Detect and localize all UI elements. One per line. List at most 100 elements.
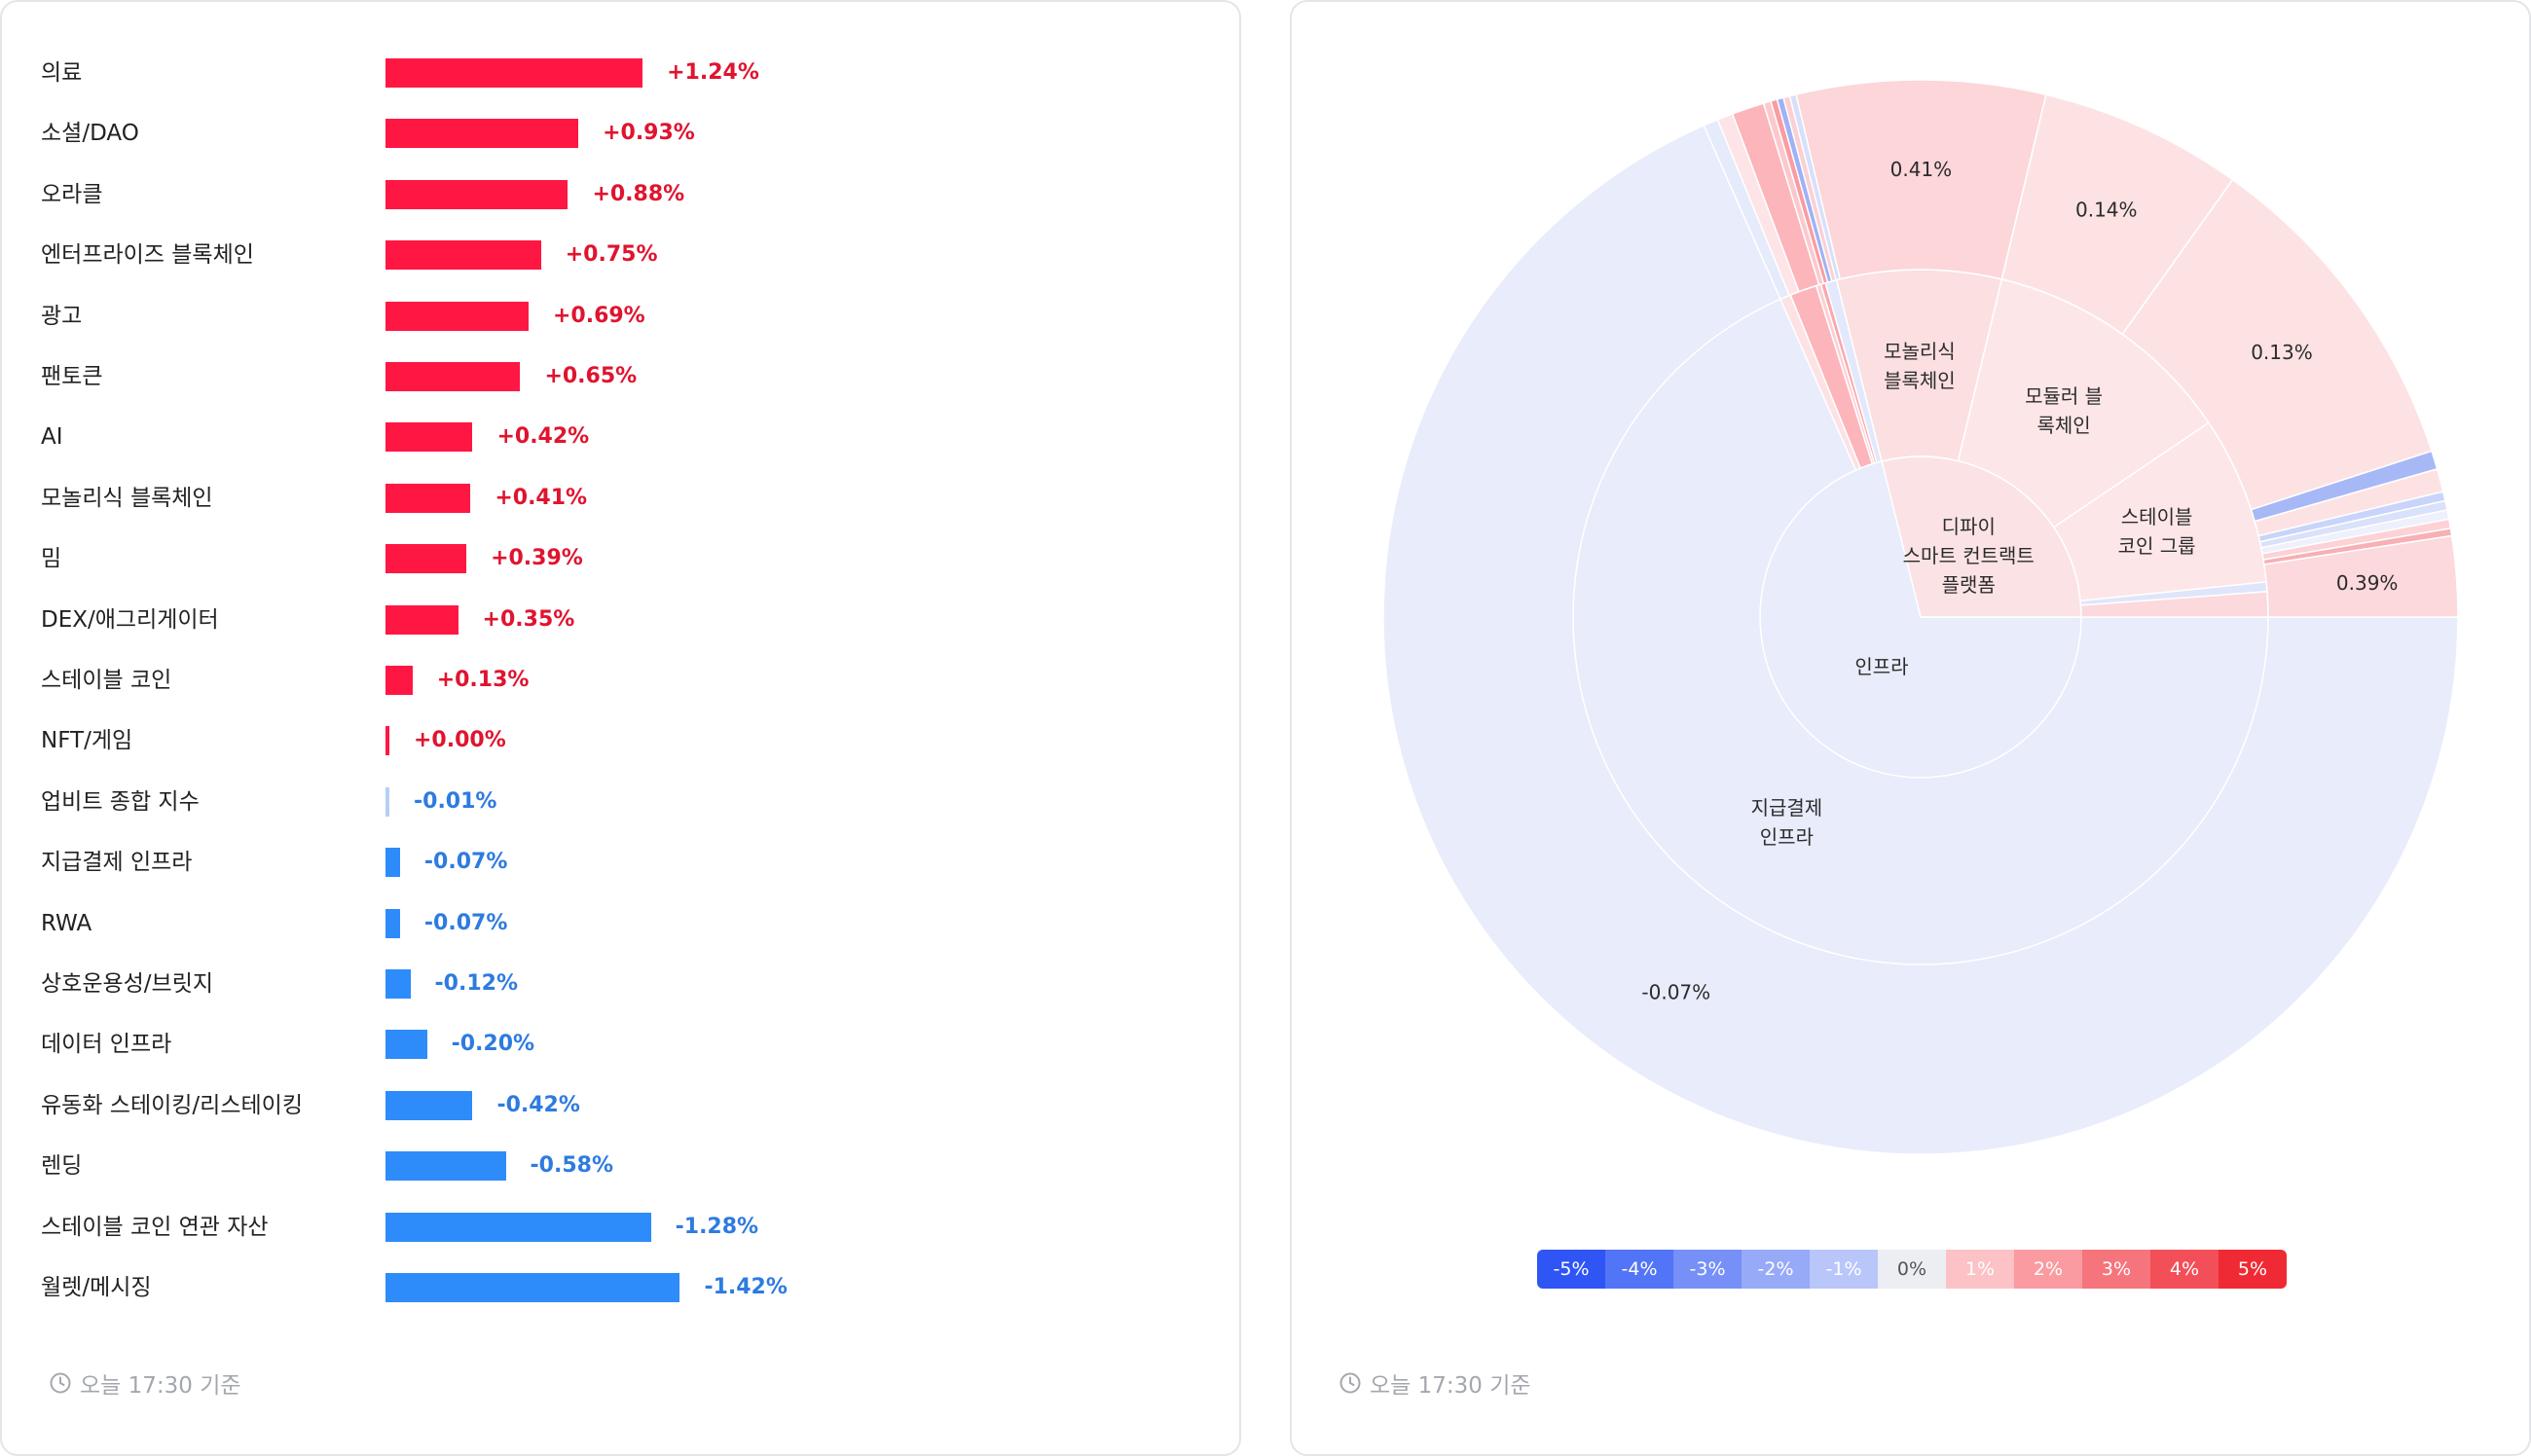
category-label: RWA [41,910,92,936]
segment-name-label: 스테이블 코인 그룹 [2118,505,2196,558]
category-label: 데이터 인프라 [41,1032,172,1058]
sunburst-segment[interactable] [2263,534,2459,618]
bar-row: 의료 +1.24% [2,54,1239,92]
value-label: -0.42% [496,1092,580,1117]
legend-swatch: 5% [2219,1250,2287,1289]
bar-row: 지급결제 인프라 -0.07% [2,843,1239,882]
category-label: 지급결제 인프라 [41,850,193,876]
category-label: 광고 [41,303,83,329]
segment-name-label: 모놀리식 블록체인 [1884,340,1956,392]
bar [385,119,579,149]
segment-value-label: 0.13% [2251,341,2313,364]
clock-icon [1339,1372,1361,1394]
bar [385,544,467,574]
value-label: -0.07% [423,910,508,935]
category-label: 모놀리식 블록체인 [41,485,213,511]
bar [385,908,400,938]
timestamp-text: 오늘 17:30 기준 [1370,1373,1531,1399]
category-label: 스테이블 코인 [41,668,172,693]
category-label: DEX/애그리게이터 [41,606,219,633]
legend-swatch: 2% [2014,1250,2082,1289]
bar [385,1212,651,1242]
value-label: +0.42% [496,424,590,450]
bar-row: 상호운용성/브릿지 -0.12% [2,965,1239,1003]
bar [385,604,459,635]
bar-row: 소셜/DAO +0.93% [2,114,1239,153]
value-label: +0.75% [565,242,658,268]
legend-swatch: -1% [1810,1250,1878,1289]
timestamp-footer: 오늘 17:30 기준 [1339,1368,1531,1399]
bar-row: NFT/게임 +0.00% [2,721,1239,760]
value-label: -1.28% [675,1214,759,1239]
bar-row: 모놀리식 블록체인 +0.41% [2,479,1239,518]
bar-row: 팬토큰 +0.65% [2,357,1239,396]
legend-swatch: 4% [2150,1250,2219,1289]
bar [385,969,411,999]
legend-swatch: 0% [1878,1250,1946,1289]
bar-row: AI +0.42% [2,418,1239,456]
bar [385,483,471,513]
segment-name-label: 지급결제 인프라 [1751,796,1823,849]
bar [385,362,521,391]
bar [385,179,569,209]
value-label: -0.01% [414,788,497,814]
bar [385,1151,506,1182]
legend-swatch: 3% [2082,1250,2150,1289]
bar [385,786,389,817]
bar-row: 스테이블 코인 연관 자산 -1.28% [2,1208,1239,1247]
legend-swatch: -3% [1673,1250,1742,1289]
bar-row: RWA -0.07% [2,904,1239,943]
legend-swatch: -2% [1742,1250,1810,1289]
category-label: 상호운용성/브릿지 [41,971,214,997]
sunburst-segment[interactable] [1382,124,2459,1155]
value-label: +1.24% [667,60,759,85]
value-label: +0.41% [495,485,588,510]
bar-row: DEX/애그리게이터 +0.35% [2,601,1239,639]
sector-bar-chart-panel: 의료 +1.24% 소셜/DAO +0.93% 오라클 +0.88% 엔터프라이즈 블록체인… [0,0,1241,1456]
legend-swatch: -5% [1537,1250,1605,1289]
category-label: 업비트 종합 지수 [41,788,200,815]
bar [385,1273,680,1302]
legend-swatch: 1% [1946,1250,2014,1289]
bar-row: 오라클 +0.88% [2,175,1239,214]
category-label: 엔터프라이즈 블록체인 [41,242,254,269]
bar [385,726,389,756]
clock-icon [50,1372,71,1394]
value-label: +0.65% [544,364,638,388]
bar-row: 업비트 종합 지수 -0.01% [2,783,1239,821]
bar-row: 렌딩 -0.58% [2,1147,1239,1185]
segment-value-label: -0.07% [1641,980,1710,1003]
segment-value-label: 0.39% [2336,571,2399,595]
category-label: 월렛/메시징 [41,1275,152,1300]
timestamp-text: 오늘 17:30 기준 [80,1373,241,1399]
bar [385,1030,427,1060]
bar-row: 스테이블 코인 +0.13% [2,661,1239,700]
bar [385,58,643,88]
bar [385,301,529,331]
bar-row: 월렛/메시징 -1.42% [2,1268,1239,1307]
bar [385,422,473,453]
value-label: +0.93% [603,121,695,146]
value-label: -0.20% [451,1032,535,1057]
bar [385,1090,473,1120]
legend-swatch: -4% [1605,1250,1673,1289]
bar-row: 유동화 스테이킹/리스테이킹 -0.42% [2,1086,1239,1125]
value-label: +0.88% [592,181,685,206]
category-label: 밈 [41,546,62,572]
value-label: -0.58% [530,1153,613,1179]
category-label: 유동화 스테이킹/리스테이킹 [41,1092,303,1118]
sector-sunburst-panel: 인프라 디파이 스마트 컨트랙트 플랫폼 지급결제 인프라 모놀리식 블록체인 모듈러 블 록체인… [1290,0,2531,1456]
value-label: -0.07% [423,850,508,875]
category-label: 소셜/DAO [41,121,139,147]
bar [385,666,413,695]
value-label: +0.39% [491,546,583,571]
segment-name-label: 디파이 스마트 컨트랙트 플랫폼 [1903,515,2035,597]
segment-value-label: 0.41% [1890,158,1953,181]
color-scale-legend: -5% -4% -3% -2% -1% 0% 1% 2% 3% 4% 5% [1537,1250,2287,1289]
segment-name-label: 모듈러 블 록체인 [2025,384,2103,437]
category-label: 의료 [41,60,83,86]
bar [385,240,541,271]
segment-value-label: 0.14% [2075,198,2138,221]
category-label: 렌딩 [41,1153,83,1180]
category-label: AI [41,424,63,451]
